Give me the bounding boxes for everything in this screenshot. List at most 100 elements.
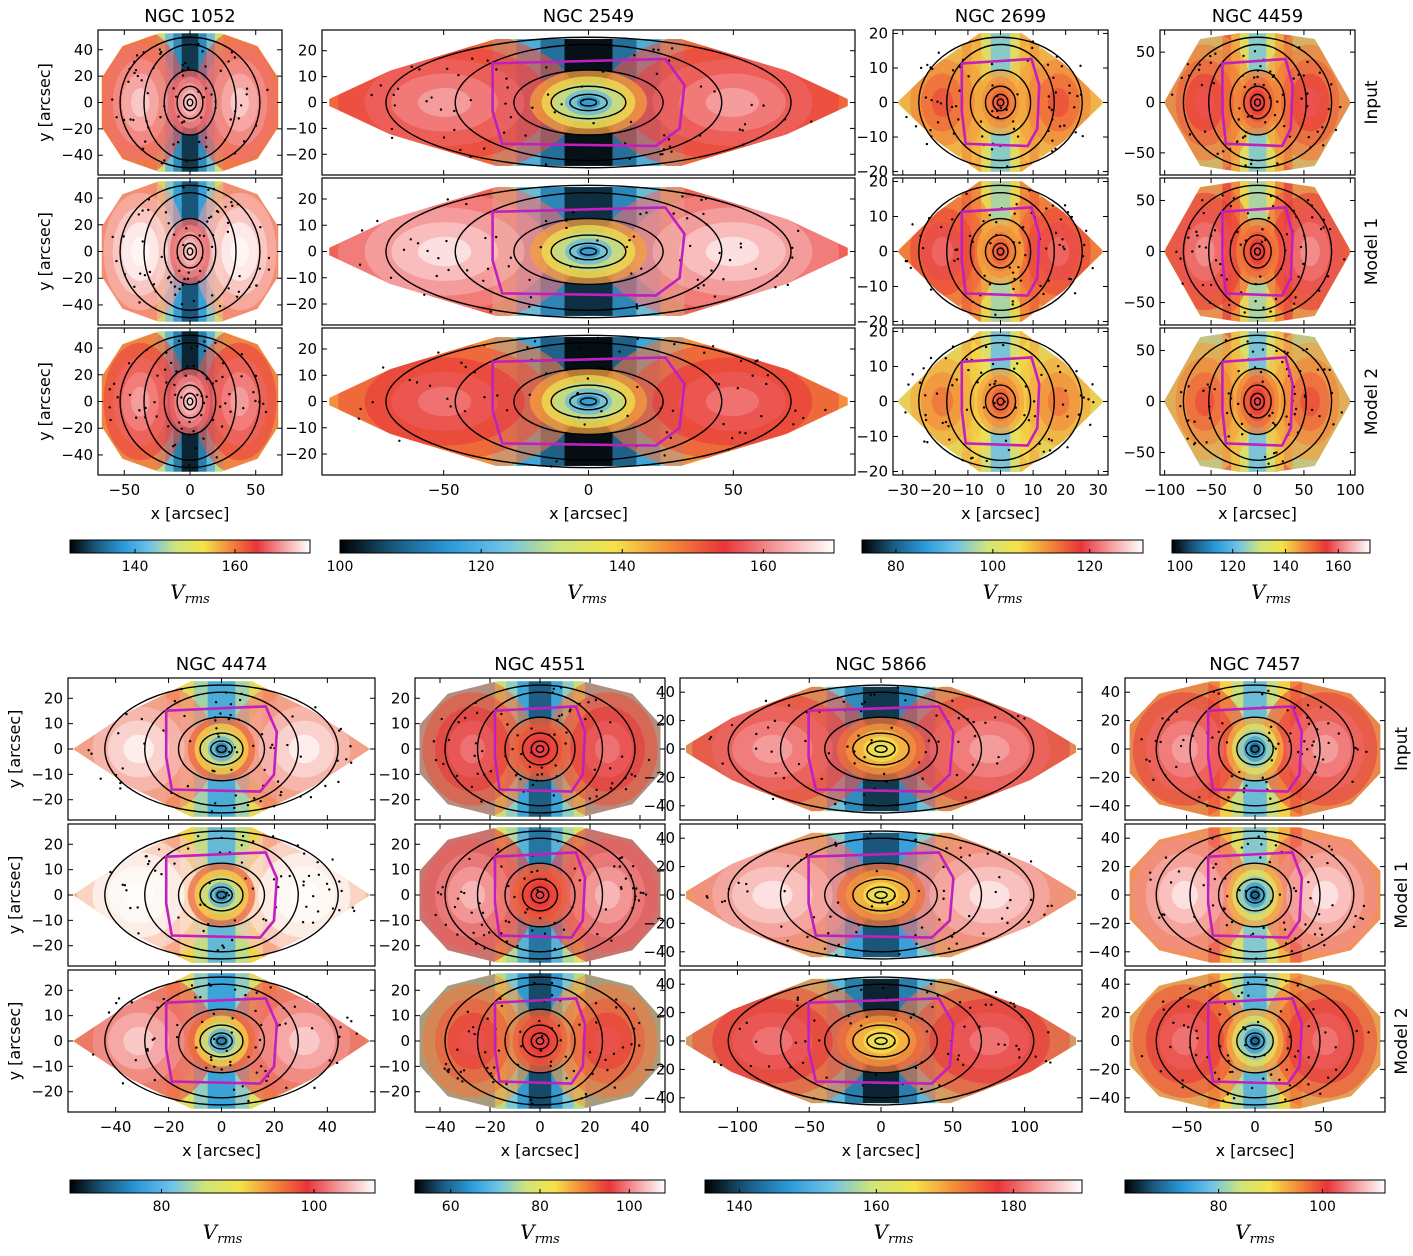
bin-dot [1009, 898, 1012, 902]
bin-dot [1307, 880, 1310, 884]
bin-dot [1262, 83, 1265, 87]
bin-dot [609, 787, 613, 790]
x-axis-label: x [arcsec] [151, 504, 230, 523]
bin-dot [181, 63, 184, 67]
bin-dot [668, 145, 672, 148]
bin-dot [936, 121, 940, 124]
galaxy-panel-ngc-2699: NGC 269920100−10−2020100−10−2020100−10−2… [856, 6, 1144, 607]
y-tick-label: 10 [391, 861, 410, 879]
instrument-aperture [1206, 997, 1304, 1085]
isophote-contour [513, 69, 664, 136]
bin-dot [837, 943, 840, 946]
bin-dot [271, 743, 274, 747]
bin-dot [1269, 725, 1273, 729]
bin-dot [612, 1052, 616, 1055]
lobe-region [705, 88, 760, 117]
colorbar-tick-label: 100 [616, 1199, 643, 1215]
bin-dot [232, 1088, 236, 1091]
bin-dot [1054, 91, 1058, 94]
bin-dot [1232, 197, 1236, 200]
bin-dot [1225, 924, 1229, 927]
bin-dot [1351, 780, 1354, 784]
bin-dot [1055, 55, 1059, 58]
colorbar-bar [339, 539, 835, 554]
bin-dot [1334, 128, 1338, 132]
colorbar-label: Vrms [520, 1220, 560, 1247]
y-tick-label: 20 [298, 42, 317, 60]
bin-dot [965, 358, 968, 361]
bin-dot [1322, 218, 1326, 222]
bin-dot [631, 864, 635, 868]
bin-dot [1268, 731, 1271, 735]
isophote-contour [176, 384, 204, 419]
bin-dot [995, 221, 998, 224]
bin-dot [1208, 405, 1211, 408]
bin-dot [244, 993, 247, 997]
bin-dot [1340, 411, 1344, 414]
bin-dot [453, 109, 456, 113]
bin-dot [176, 256, 180, 259]
bin-dot [911, 223, 914, 226]
bin-dot [153, 400, 156, 404]
bin-dot [1296, 984, 1299, 987]
bin-dot [1079, 394, 1083, 397]
bin-dot [1262, 926, 1265, 930]
bin-dot [293, 1005, 297, 1008]
central-region [872, 1034, 890, 1048]
x-tick-label: 40 [318, 1118, 337, 1136]
bin-dot [1051, 204, 1055, 207]
y-axis-label: y [arcsec] [35, 362, 54, 441]
bin-dot [471, 1026, 475, 1029]
bin-dot [1246, 212, 1250, 215]
bin-dot [198, 234, 201, 237]
bin-dot [942, 889, 946, 893]
bin-dot [1218, 1013, 1221, 1016]
bin-dot [1215, 939, 1218, 942]
bin-dot [834, 841, 837, 845]
bin-dot [1021, 226, 1025, 229]
bin-dot [496, 394, 499, 397]
bin-dot [301, 920, 305, 924]
bin-dot [1198, 795, 1201, 799]
bin-dot [246, 803, 250, 807]
bin-dot [1302, 348, 1305, 352]
x-tick-label: −20 [920, 481, 952, 499]
isophote-contour [1243, 384, 1272, 419]
bin-dot [260, 733, 264, 736]
bin-dot [773, 719, 777, 723]
bin-dot [774, 771, 777, 775]
bin-dot [1089, 423, 1092, 427]
isophote-contour [852, 1024, 910, 1058]
colorbar-tick-label: 80 [1210, 1199, 1228, 1215]
bin-dot [869, 832, 872, 835]
velocity-field [419, 973, 661, 1109]
isophote-contour [535, 744, 545, 754]
bin-dot [791, 256, 794, 259]
isophote-contour [1253, 247, 1262, 256]
bin-dot [1001, 343, 1005, 347]
bin-dot [231, 204, 234, 208]
y-tick-label: 0 [665, 1032, 675, 1050]
bin-dot [478, 902, 481, 905]
bin-dot [463, 410, 467, 413]
bin-dot [360, 229, 364, 232]
bin-dot [818, 1039, 821, 1042]
bin-dot [836, 901, 840, 904]
bin-dot [1013, 212, 1016, 215]
colorbar-label: Vrms [170, 580, 210, 607]
bin-dot [1222, 1099, 1225, 1102]
bin-dot [1029, 860, 1033, 863]
bin-dot [486, 1066, 489, 1070]
bin-dot [1315, 728, 1319, 731]
bin-dot [978, 1025, 981, 1029]
bin-dot [123, 273, 127, 276]
bin-dot [844, 978, 847, 981]
bin-dot [1296, 750, 1300, 754]
bin-dot [266, 88, 269, 92]
bin-dot [484, 236, 487, 240]
bin-dot [516, 734, 519, 737]
y-tick-label: −10 [856, 278, 888, 296]
